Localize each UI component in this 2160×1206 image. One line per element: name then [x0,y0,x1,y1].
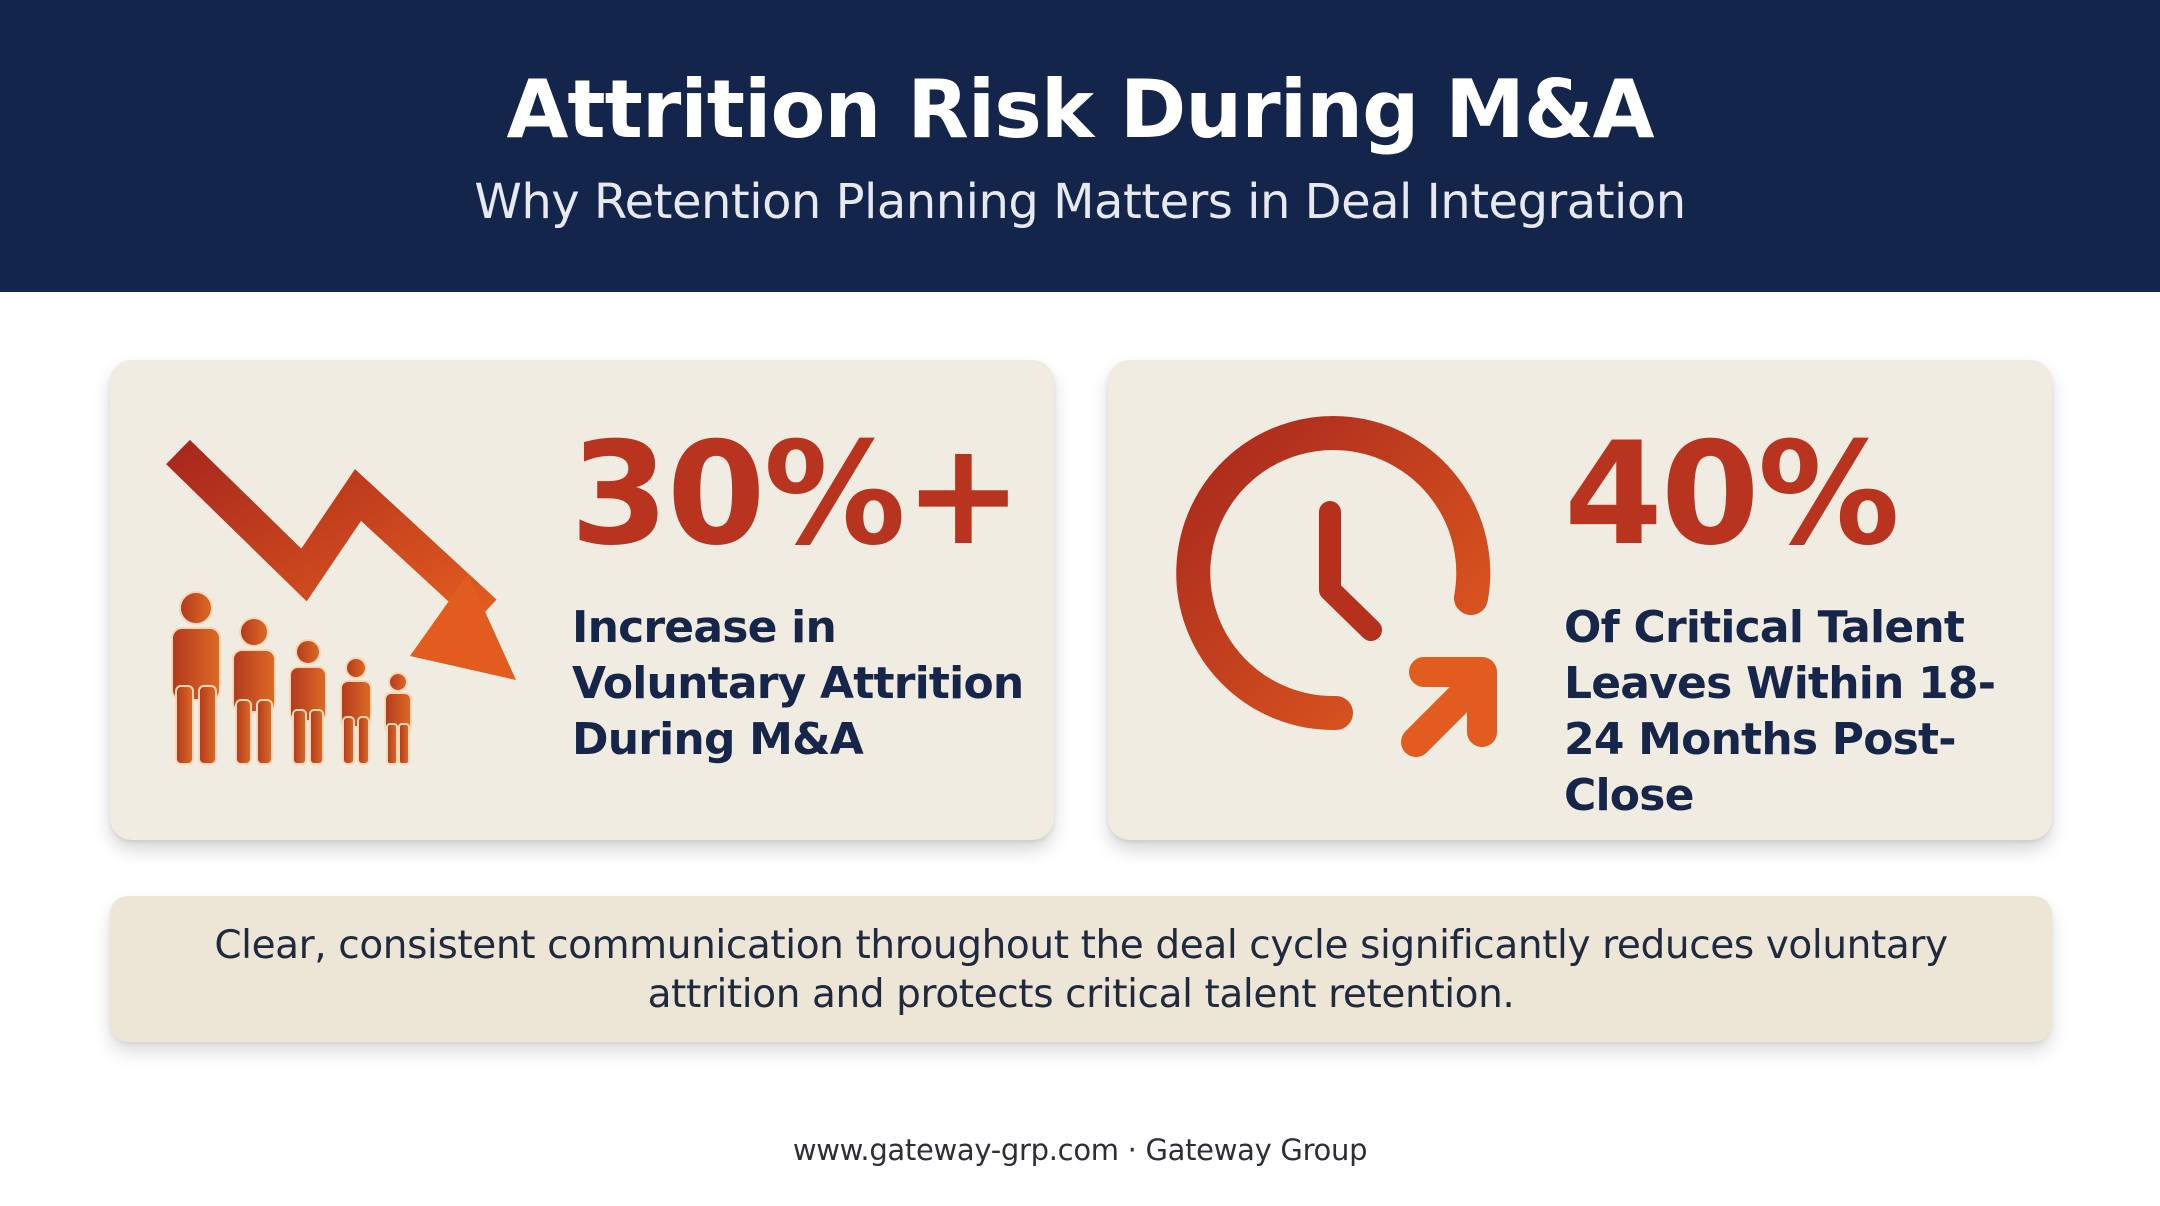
declining-arrow-people-icon [166,439,516,765]
stat-value-attrition: 30%+ [570,412,1023,577]
stat-card-critical-talent: 40% Of Critical Talent Leaves Within 18-… [1108,360,2052,840]
page-subtitle: Why Retention Planning Matters in Deal I… [474,174,1686,230]
stat-card-attrition-increase: 30%+ Increase in Voluntary Attrition Dur… [110,360,1054,840]
footer-credit: www.gateway-grp.com · Gateway Group [792,1133,1368,1167]
callout-note: Clear, consistent communication througho… [110,896,2052,1042]
callout-note-text: Clear, consistent communication througho… [214,923,1948,1017]
stat-description-attrition: Increase in Voluntary Attrition During M… [572,602,1024,765]
stat-value-critical-talent: 40% [1564,412,1900,577]
stat-description-critical-talent: Of Critical Talent Leaves Within 18-24 M… [1564,602,1996,821]
page-title: Attrition Risk During M&A [506,63,1655,156]
clock-exit-arrow-icon [1176,416,1497,757]
header-banner: Attrition Risk During M&A Why Retention … [0,0,2160,292]
